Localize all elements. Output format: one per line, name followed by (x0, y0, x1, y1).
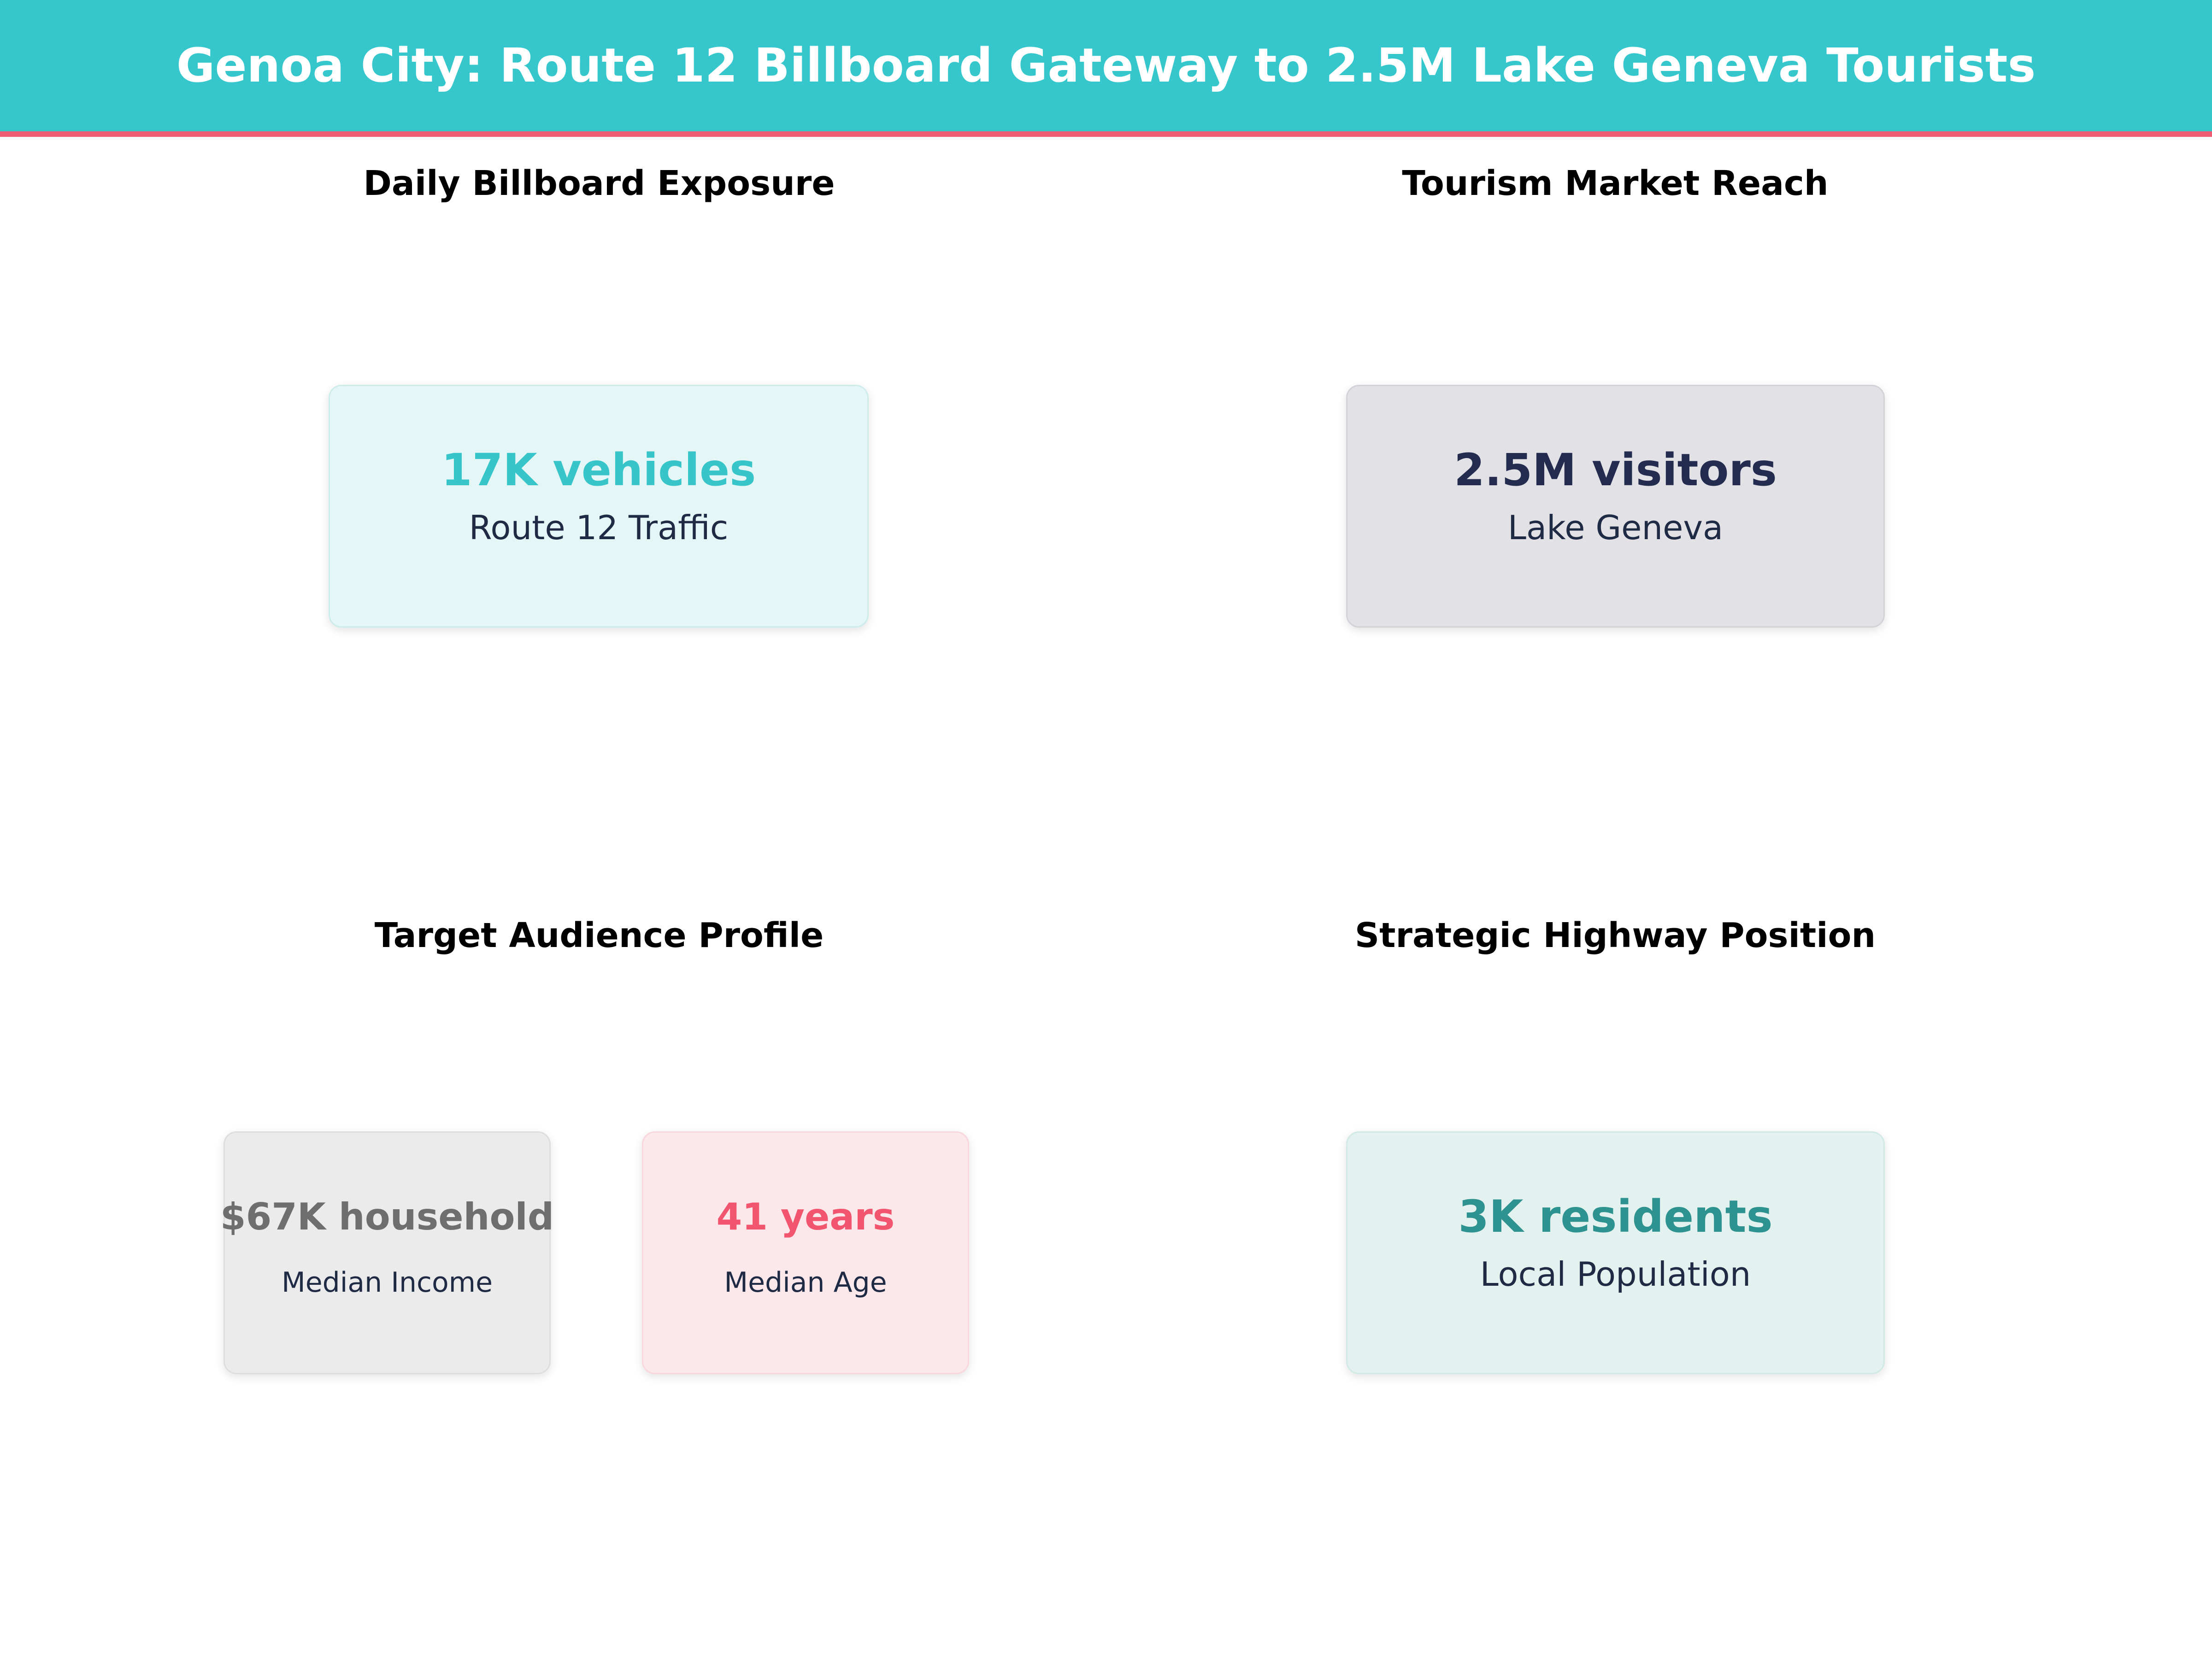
stat-card-route-12-traffic: 17K vehicles Route 12 Traffic (329, 385, 869, 628)
stat-value-route-12-traffic: 17K vehicles (441, 444, 756, 496)
page-title: Genoa City: Route 12 Billboard Gateway t… (176, 38, 2036, 93)
stat-value-median-income: $67K household (220, 1195, 554, 1238)
stat-card-median-age: 41 years Median Age (642, 1131, 969, 1374)
stat-card-local-population: 3K residents Local Population (1346, 1131, 1885, 1374)
stat-value-median-age: 41 years (716, 1195, 895, 1238)
section-heading-strategic-highway-position: Strategic Highway Position (1354, 916, 1876, 955)
section-heading-target-audience-profile: Target Audience Profile (374, 916, 824, 955)
stat-card-median-income: $67K household Median Income (220, 1131, 554, 1374)
section-heading-tourism-market-reach: Tourism Market Reach (1402, 164, 1829, 203)
stat-label-lake-geneva: Lake Geneva (1507, 508, 1724, 547)
section-heading-daily-billboard-exposure: Daily Billboard Exposure (363, 164, 835, 203)
stat-value-local-population: 3K residents (1458, 1191, 1773, 1242)
stat-label-median-income: Median Income (281, 1266, 493, 1299)
header-banner: Genoa City: Route 12 Billboard Gateway t… (0, 0, 2212, 137)
stat-label-route-12-traffic: Route 12 Traffic (469, 508, 729, 547)
stat-card-lake-geneva: 2.5M visitors Lake Geneva (1346, 385, 1885, 628)
stat-label-median-age: Median Age (724, 1266, 887, 1299)
stat-label-local-population: Local Population (1480, 1255, 1751, 1294)
stat-value-lake-geneva: 2.5M visitors (1454, 444, 1777, 496)
